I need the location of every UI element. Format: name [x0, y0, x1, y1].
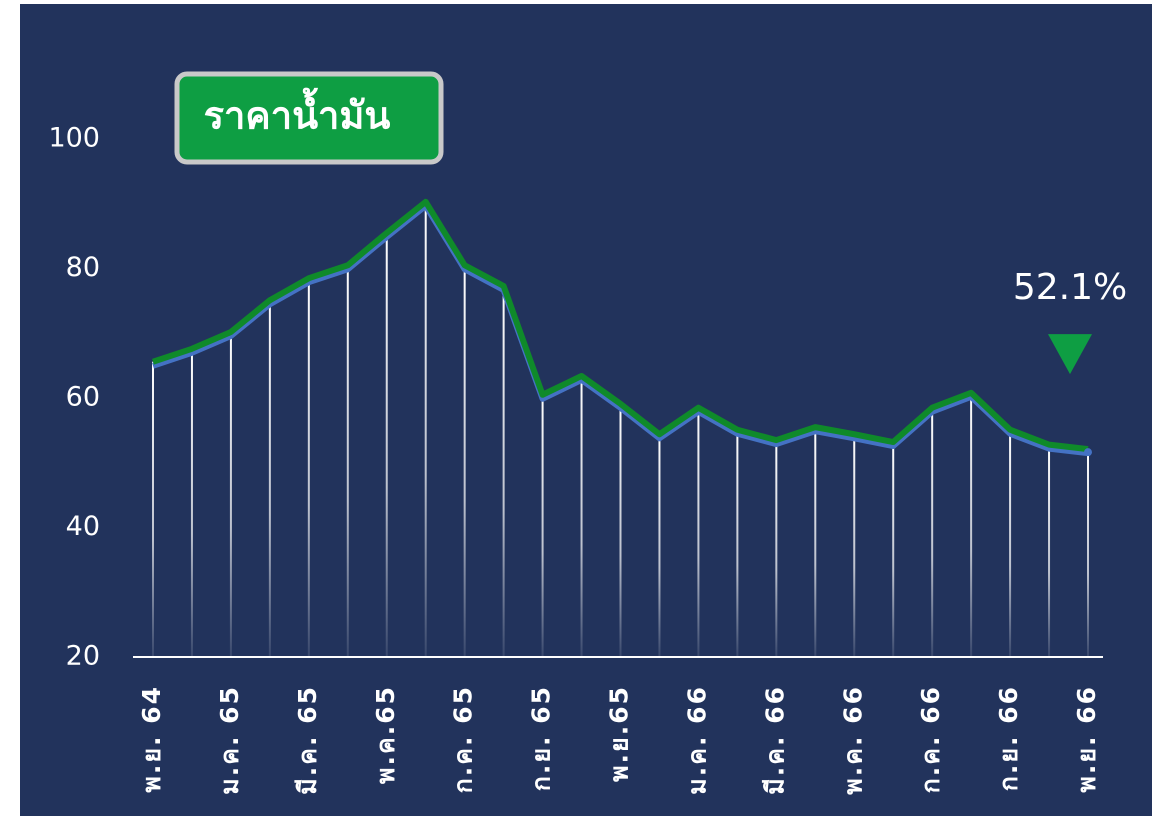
drop-line [814, 427, 817, 657]
drop-line [541, 394, 544, 657]
drop-line [346, 265, 349, 657]
drop-line [463, 265, 466, 657]
drop-line [152, 361, 154, 657]
drop-line [385, 232, 388, 657]
line-shadow [152, 202, 1089, 457]
x-tick-label: มี.ค. 66 [760, 685, 789, 795]
title-box [174, 71, 444, 165]
x-tick-label: มี.ค. 65 [293, 685, 322, 795]
drop-line [931, 407, 934, 657]
drop-line [1048, 444, 1051, 657]
chart-title: ราคาน้ำมัน [204, 88, 391, 138]
drop-line [1009, 429, 1012, 657]
x-tick-label: พ.ค.65 [371, 685, 400, 784]
drop-line [697, 407, 700, 657]
drop-line [892, 442, 895, 657]
x-tick-label: ก.ค. 65 [449, 685, 478, 793]
x-tick-label: พ.ย. 64 [137, 685, 166, 793]
value-label: 52.1% [1013, 267, 1127, 308]
x-tick-label: ก.ย. 65 [527, 685, 556, 791]
drop-line [658, 434, 661, 657]
drop-line [424, 201, 427, 657]
y-tick-label: 20 [66, 641, 100, 672]
y-tick-label: 80 [66, 252, 100, 283]
drop-line [853, 434, 856, 657]
line [152, 198, 1089, 453]
x-tick-label: ก.ย. 66 [994, 685, 1023, 791]
drop-line [307, 278, 310, 657]
drop-line [775, 440, 778, 657]
drop-line [502, 285, 505, 657]
x-tick-label: พ.ย.65 [605, 685, 634, 782]
drop-line [580, 375, 583, 657]
x-tick-label: ม.ค. 65 [215, 685, 244, 795]
x-tick-label: พ.ค. 66 [838, 685, 867, 795]
y-tick-label: 60 [66, 382, 100, 413]
drop-line [619, 403, 622, 657]
y-tick-label: 40 [66, 511, 100, 542]
down-marker [1048, 334, 1092, 375]
drop-line [229, 331, 232, 657]
drop-line [970, 392, 973, 657]
x-tick-label: พ.ย. 66 [1072, 685, 1101, 793]
drop-line [268, 300, 271, 657]
y-tick-label: 100 [48, 123, 100, 154]
x-tick-label: ก.ค. 66 [916, 685, 945, 793]
drop-line [190, 348, 193, 657]
end-dot [1084, 448, 1092, 457]
drop-line [1087, 449, 1089, 657]
drop-line [736, 429, 739, 657]
x-tick-label: ม.ค. 66 [682, 685, 711, 795]
